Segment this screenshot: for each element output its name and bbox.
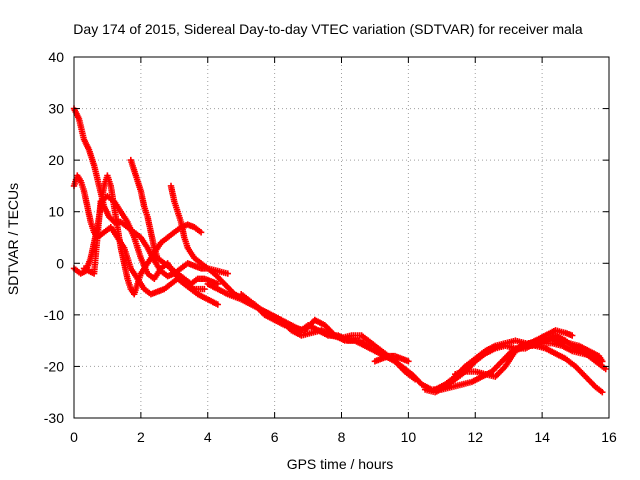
- y-tick-label: -30: [44, 410, 64, 426]
- series-arc-14: [515, 334, 606, 365]
- x-tick-label: 10: [401, 429, 417, 445]
- x-tick-label: 8: [338, 429, 346, 445]
- y-tick-label: 0: [56, 255, 64, 271]
- axes-layer: 0 2 4 6 8 10 12 14 16 -30 -20 -10 0 10 20 30 40: [44, 49, 617, 445]
- y-tick-label: 30: [48, 101, 64, 117]
- x-tick-label: 14: [534, 429, 550, 445]
- y-tick-label: -20: [44, 358, 64, 374]
- x-tick-label: 4: [204, 429, 212, 445]
- data-point-markers: [167, 182, 218, 277]
- x-tick-label: 6: [271, 429, 279, 445]
- series-arc-5: [167, 182, 218, 277]
- y-axis-label: SDTVAR / TECUs: [5, 183, 21, 295]
- chart-title: Day 174 of 2015, Sidereal Day-to-day VTE…: [73, 21, 583, 37]
- y-tick-label: 40: [48, 49, 64, 65]
- data-point-markers: [371, 352, 412, 365]
- series-arc-6: [80, 193, 208, 293]
- y-tick-label: 10: [48, 204, 64, 220]
- x-tick-label: 0: [70, 429, 78, 445]
- x-tick-label: 16: [601, 429, 617, 445]
- y-tick-label: 20: [48, 152, 64, 168]
- x-tick-label: 12: [467, 429, 483, 445]
- series-arc-10: [371, 352, 412, 365]
- x-tick-label: 2: [137, 429, 145, 445]
- data-point-markers: [515, 334, 606, 365]
- y-tick-label: -10: [44, 307, 64, 323]
- data-point-markers: [80, 193, 208, 293]
- x-axis-label: GPS time / hours: [287, 456, 394, 472]
